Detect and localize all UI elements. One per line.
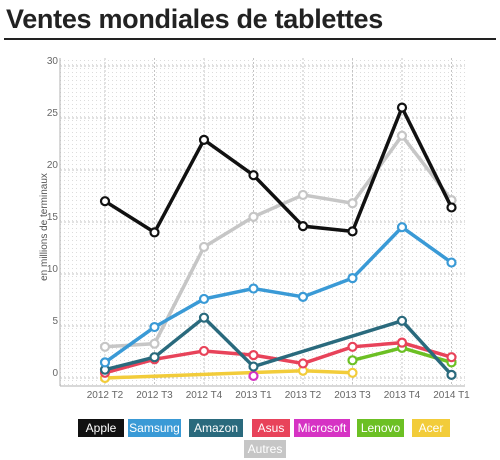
data-point-asus (248, 350, 259, 361)
legend-item-asus: Asus (252, 419, 290, 437)
y-tick-label: 0 (52, 368, 58, 379)
data-point-autres (198, 241, 210, 253)
legend-item-acer: Acer (412, 419, 450, 437)
x-tick-label: 2012 T3 (136, 390, 173, 401)
data-point-samsung (347, 273, 358, 284)
series-line-apple (104, 103, 454, 235)
data-point-acer (347, 367, 358, 378)
x-tick-label: 2013 T3 (334, 390, 371, 401)
data-point-amazon (149, 352, 160, 363)
legend-item-microsoft: Microsoft (294, 419, 350, 437)
y-tick-label: 20 (47, 160, 59, 171)
data-point-amazon (396, 315, 408, 326)
y-tick-label: 15 (47, 212, 59, 223)
chart-title: Ventes mondiales de tablettes (6, 4, 383, 34)
data-point-apple (99, 196, 111, 207)
series-line-amazon (104, 315, 453, 377)
x-tick-label: 2012 T2 (87, 390, 124, 401)
x-tick-label: 2013 T1 (235, 390, 272, 401)
x-tick-label: 2013 T2 (285, 390, 322, 401)
data-point-apple (248, 170, 259, 181)
x-tick-label: 2013 T4 (384, 390, 421, 401)
data-point-apple (297, 221, 309, 232)
data-point-samsung (248, 283, 259, 294)
legend-item-autres: Autres (244, 440, 286, 458)
data-point-microsoft (248, 370, 259, 382)
series-line-samsung (103, 224, 453, 364)
data-point-autres (297, 189, 309, 201)
data-point-autres (347, 198, 358, 209)
x-tick-label: 2012 T4 (186, 390, 223, 401)
data-point-lenovo (347, 355, 358, 366)
data-point-samsung (198, 293, 210, 305)
data-point-amazon (248, 361, 259, 372)
y-axis-label: en millions de terminaux (39, 173, 50, 281)
legend-item-lenovo: Lenovo (357, 419, 404, 437)
y-tick-label: 10 (47, 264, 59, 275)
x-tick-label: 2014 T1 (433, 390, 470, 401)
data-point-amazon (446, 369, 457, 380)
y-tick-label: 30 (47, 56, 59, 67)
data-point-asus (198, 345, 210, 357)
series-line-autres (104, 132, 453, 349)
data-point-samsung (149, 321, 160, 333)
data-point-samsung (446, 257, 457, 268)
data-point-asus (446, 352, 457, 363)
data-point-samsung (396, 222, 408, 233)
data-point-apple (396, 102, 408, 113)
legend-item-apple: Apple (78, 419, 124, 437)
data-point-asus (297, 358, 309, 369)
data-point-autres (99, 341, 111, 352)
y-tick-label: 25 (47, 108, 59, 119)
data-point-apple (149, 227, 160, 238)
data-point-asus (347, 341, 358, 352)
data-point-samsung (297, 291, 309, 302)
legend-item-samsung: Samsung (128, 419, 181, 437)
data-point-autres (396, 130, 408, 141)
y-tick-label: 5 (52, 316, 58, 327)
legend-item-amazon: Amazon (189, 419, 243, 437)
data-point-apple (347, 226, 358, 237)
data-point-samsung (99, 357, 111, 368)
data-point-autres (248, 211, 259, 222)
data-point-autres (149, 338, 160, 349)
data-point-amazon (198, 312, 210, 323)
data-point-asus (396, 337, 408, 348)
data-point-apple (198, 134, 210, 145)
data-point-apple (446, 202, 457, 213)
title-underline (4, 38, 496, 40)
